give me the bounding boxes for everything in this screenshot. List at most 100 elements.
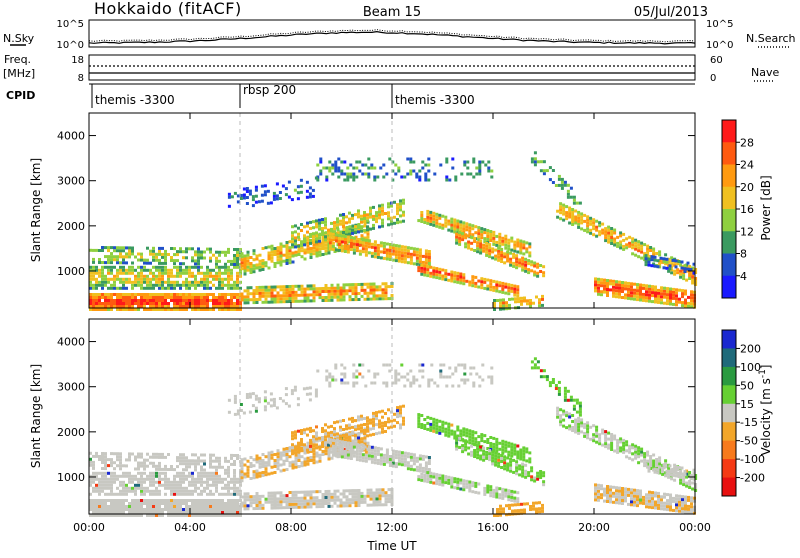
scatter-cell xyxy=(372,215,375,218)
scatter-cell xyxy=(358,501,361,504)
scatter-cell xyxy=(577,417,580,420)
scatter-cell xyxy=(227,508,230,511)
scatter-cell xyxy=(450,486,453,489)
scatter-cell xyxy=(512,265,515,268)
scatter-cell xyxy=(116,293,119,296)
scatter-cell xyxy=(467,235,470,238)
sky-left-tick-top: 10^5 xyxy=(57,19,84,30)
scatter-cell xyxy=(648,297,651,300)
scatter-cell xyxy=(286,262,289,265)
scatter-cell xyxy=(283,463,286,466)
scatter-cell xyxy=(291,431,294,434)
scatter-cell xyxy=(212,508,215,511)
scatter-cell xyxy=(167,302,170,305)
scatter-cell xyxy=(382,164,385,167)
scatter-cell xyxy=(627,297,630,300)
scatter-cell xyxy=(268,461,271,464)
scatter-cell xyxy=(230,302,233,305)
scatter-cell xyxy=(610,233,613,236)
scatter-cell xyxy=(271,295,274,298)
scatter-cell xyxy=(387,211,390,214)
scatter-cell xyxy=(509,261,512,264)
scatter-cell xyxy=(654,298,657,301)
scatter-cell xyxy=(218,260,221,263)
scatter-cell xyxy=(432,482,435,485)
scatter-cell xyxy=(256,501,259,504)
scatter-cell xyxy=(538,510,541,513)
scatter-cell xyxy=(274,253,277,256)
scatter-cell xyxy=(224,296,227,299)
scatter-cell xyxy=(494,258,497,261)
scatter-cell xyxy=(462,227,465,230)
scatter-cell xyxy=(627,291,630,294)
scatter-cell xyxy=(212,302,215,305)
scatter-cell xyxy=(354,225,357,228)
scatter-cell xyxy=(280,288,283,291)
scatter-cell xyxy=(227,287,230,290)
scatter-cell xyxy=(456,275,459,278)
nave-label: Nave xyxy=(751,66,779,79)
scatter-cell xyxy=(218,475,221,478)
scatter-cell xyxy=(368,445,371,448)
scatter-cell xyxy=(513,491,516,494)
scatter-cell xyxy=(374,252,377,255)
scatter-cell xyxy=(615,289,618,292)
scatter-cell xyxy=(497,253,500,256)
scatter-cell xyxy=(542,265,545,268)
scatter-cell xyxy=(577,420,580,423)
scatter-cell xyxy=(303,240,306,243)
scatter-cell xyxy=(200,299,203,302)
scatter-cell xyxy=(500,251,503,254)
scatter-cell xyxy=(295,254,298,257)
scatter-cell xyxy=(221,278,224,281)
scatter-cell xyxy=(209,484,212,487)
scatter-cell xyxy=(432,424,435,427)
scatter-cell xyxy=(164,262,167,265)
scatter-cell xyxy=(259,292,262,295)
scatter-cell xyxy=(651,285,654,288)
scatter-cell xyxy=(295,460,298,463)
scatter-cell xyxy=(265,298,268,301)
scatter-cell xyxy=(182,468,185,471)
scatter-cell xyxy=(227,269,230,272)
scatter-cell xyxy=(675,303,678,306)
scatter-cell xyxy=(396,409,399,412)
scatter-cell xyxy=(206,287,209,290)
scatter-cell xyxy=(381,225,384,228)
scatter-cell xyxy=(107,499,110,502)
scatter-cell xyxy=(292,491,295,494)
scatter-cell xyxy=(370,298,373,301)
scatter-cell xyxy=(340,505,343,508)
scatter-cell xyxy=(289,285,292,288)
scatter-cell xyxy=(568,428,571,431)
scatter-cell xyxy=(268,258,271,261)
scatter-cell xyxy=(669,264,672,267)
scatter-cell xyxy=(426,265,429,268)
scatter-cell xyxy=(337,287,340,290)
scatter-cell xyxy=(200,293,203,296)
scatter-cell xyxy=(654,265,657,268)
scatter-cell xyxy=(420,476,423,479)
scatter-cell xyxy=(351,417,354,420)
scatter-cell xyxy=(170,284,173,287)
scatter-cell xyxy=(516,251,519,254)
scatter-cell xyxy=(170,287,173,290)
scatter-cell xyxy=(410,253,413,256)
scatter-cell xyxy=(265,261,268,264)
scatter-cell xyxy=(681,301,684,304)
scatter-cell xyxy=(158,456,161,459)
scatter-cell xyxy=(158,299,161,302)
scatter-cell xyxy=(447,429,450,432)
scatter-cell xyxy=(143,259,146,262)
scatter-cell xyxy=(404,249,407,252)
scatter-cell xyxy=(625,440,628,443)
scatter-cell xyxy=(681,289,684,292)
scatter-cell xyxy=(236,278,239,281)
scatter-cell xyxy=(380,256,383,259)
scatter-cell xyxy=(376,503,379,506)
scatter-cell xyxy=(619,234,622,237)
scatter-cell xyxy=(432,276,435,279)
scatter-cell xyxy=(268,267,271,270)
scatter-cell xyxy=(328,296,331,299)
scatter-cell xyxy=(265,461,268,464)
